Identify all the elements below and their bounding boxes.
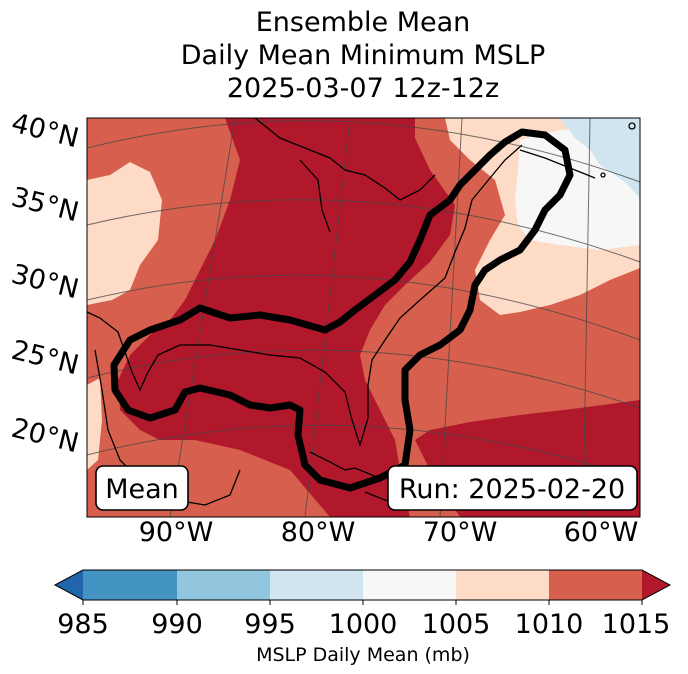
colorbar-tick-1005: 1005	[422, 609, 491, 640]
colorbar-tick-1000: 1000	[329, 609, 398, 640]
colorbar-tick-995: 995	[244, 609, 296, 640]
colorbar-990-995	[177, 570, 270, 600]
lat-label-35: 35°N	[8, 182, 82, 229]
map-frame	[86, 117, 641, 518]
title-line-3: 2025-03-07 12z-12z	[227, 73, 499, 104]
colorbar-1000-1005	[363, 570, 456, 600]
field-1005-1010-west	[87, 162, 162, 305]
colorbar-1010-1015	[549, 570, 642, 600]
lat-label-25: 25°N	[8, 335, 82, 382]
map-area	[87, 118, 640, 517]
colorbar: 985 990 995 1000 1005 1010 1015 MSLP Dai…	[53, 569, 672, 666]
colorbar-label: MSLP Daily Mean (mb)	[256, 644, 470, 666]
colorbar-tick-985: 985	[57, 609, 109, 640]
lat-label-30: 30°N	[8, 259, 82, 306]
colorbar-under-arrow	[55, 570, 83, 600]
colorbar-over-arrow	[642, 570, 670, 600]
colorbar-tick-1010: 1010	[515, 609, 584, 640]
title-line-2: Daily Mean Minimum MSLP	[181, 40, 546, 71]
colorbar-1005-1010	[456, 570, 549, 600]
mslp-contour-outline	[110, 128, 574, 492]
field-1005-1010-southwest	[87, 378, 102, 470]
colorbar-tick-1015: 1015	[602, 609, 671, 640]
title-line-1: Ensemble Mean	[256, 7, 471, 38]
colorbar-985-990	[83, 570, 177, 600]
mean-label: Mean	[105, 474, 179, 505]
colorbar-995-1000	[270, 570, 363, 600]
lat-label-20: 20°N	[8, 413, 82, 460]
mean-label-box: Mean	[95, 465, 189, 511]
lon-label-90: 90°W	[139, 517, 214, 548]
lon-label-60: 60°W	[564, 517, 639, 548]
run-label-box: Run: 2025-02-20	[387, 465, 638, 511]
lat-label-40: 40°N	[8, 108, 82, 155]
run-label: Run: 2025-02-20	[399, 474, 625, 505]
colorbar-tick-990: 990	[151, 609, 203, 640]
field-995-1000	[560, 118, 640, 198]
lon-label-80: 80°W	[281, 517, 356, 548]
lon-label-70: 70°W	[423, 517, 498, 548]
